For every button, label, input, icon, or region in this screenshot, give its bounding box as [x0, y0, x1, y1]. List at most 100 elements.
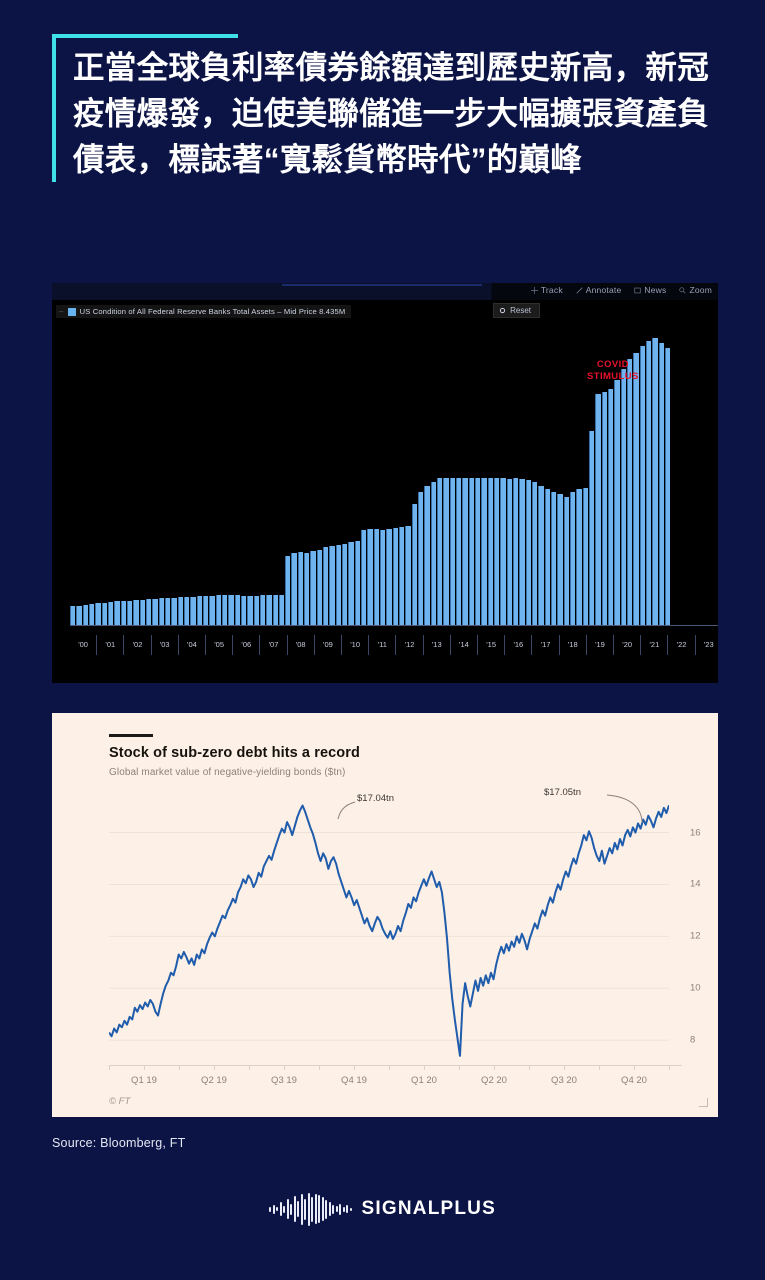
ft-x-tick-label: Q2 19 [201, 1075, 227, 1086]
bar [620, 368, 626, 625]
ft-chart-panel: Stock of sub-zero debt hits a record Glo… [52, 713, 718, 1117]
magnifier-icon [679, 286, 687, 294]
x-tick-label: '22 [667, 635, 694, 655]
crosshair-icon [530, 286, 538, 294]
waveform-bar [349, 1207, 352, 1211]
waveform-bar [335, 1206, 338, 1212]
ft-y-tick-label: 16 [690, 827, 701, 839]
toolbar-button-news[interactable]: News [634, 285, 666, 295]
waveform-bar [272, 1204, 275, 1214]
ft-x-tick-mark [144, 1065, 145, 1070]
ft-y-tick-label: 14 [690, 878, 701, 890]
bar [576, 488, 582, 625]
bar [354, 540, 361, 625]
legend-label: US Condition of All Federal Reserve Bank… [79, 307, 346, 316]
chart-legend[interactable]: – US Condition of All Federal Reserve Ba… [56, 305, 352, 318]
bar [139, 599, 145, 625]
bar [531, 482, 538, 625]
bar [582, 487, 588, 625]
waveform-bar [276, 1207, 279, 1211]
ft-x-tick-label: Q4 19 [341, 1075, 367, 1086]
x-tick-label: '10 [341, 635, 368, 655]
bar [88, 604, 95, 625]
x-tick-label: '21 [640, 635, 667, 655]
bar [329, 545, 335, 625]
bar [475, 478, 481, 625]
bar [335, 544, 342, 625]
bar [399, 526, 405, 625]
bar [158, 598, 164, 625]
waveform-bar [297, 1201, 300, 1217]
x-tick-label: '03 [150, 635, 178, 655]
waveform-bar [332, 1204, 335, 1214]
bar [95, 603, 101, 625]
bar [171, 597, 177, 625]
bar [234, 595, 240, 625]
ft-y-tick-label: 8 [690, 1034, 696, 1046]
brand-name: SIGNALPLUS [361, 1198, 496, 1219]
bar [253, 596, 259, 625]
bar-series [70, 323, 671, 625]
bloomberg-x-axis: '00'01'02'03'04'05'06'07'08'09'10'11'12 '… [70, 635, 718, 655]
bar [563, 496, 569, 625]
bar [152, 598, 158, 625]
x-tick-label: '17 [531, 635, 558, 655]
toolbar-button-annotate[interactable]: Annotate [576, 285, 622, 295]
x-tick-label: '05 [205, 635, 232, 655]
news-icon [634, 287, 642, 293]
ft-x-tick-mark [529, 1065, 530, 1070]
ft-x-tick-mark [494, 1065, 495, 1070]
bar [177, 597, 183, 625]
waveform-bar [286, 1199, 289, 1219]
source-line: Source: Bloomberg, FT [52, 1136, 186, 1150]
bar [202, 595, 209, 625]
reset-button[interactable]: Reset [493, 303, 540, 318]
ft-x-tick-mark [284, 1065, 285, 1070]
ft-corner-mark [699, 1098, 708, 1107]
bar [512, 478, 519, 625]
x-tick-label: '14 [449, 635, 477, 655]
bar [519, 478, 525, 625]
bar [348, 542, 354, 625]
waveform-bar [318, 1195, 321, 1223]
covid-annotation-line2: STIMULUS [587, 371, 639, 382]
bar [443, 477, 449, 625]
x-tick-label: '23 [694, 635, 718, 655]
bar [240, 596, 247, 625]
bar [367, 528, 373, 625]
ft-annotation-right: $17.05tn [544, 787, 581, 798]
bar [645, 341, 652, 625]
toolbar-label-track: Track [540, 285, 563, 295]
bar [82, 604, 88, 625]
bar [323, 546, 329, 625]
toolbar-button-zoom[interactable]: Zoom [679, 285, 712, 295]
headline-top-rule [52, 34, 238, 38]
bar [493, 478, 500, 625]
bar [126, 600, 133, 625]
toolbar-button-track[interactable]: Track [530, 285, 563, 295]
ft-x-tick-mark [459, 1065, 460, 1070]
x-tick-label: '18 [558, 635, 586, 655]
ft-x-tick-mark [634, 1065, 635, 1070]
bar [196, 596, 202, 625]
bar [310, 551, 316, 625]
headline: 正當全球負利率債券餘額達到歷史新高，新冠疫情爆發，迫使美聯儲進一步大幅擴張資產負… [52, 34, 720, 182]
waveform-bar [283, 1205, 286, 1213]
ft-x-tick-mark [669, 1065, 670, 1070]
bar [456, 477, 462, 625]
bloomberg-top-divider [282, 284, 482, 286]
bar [601, 391, 607, 625]
x-tick-label: '04 [177, 635, 205, 655]
bar [652, 338, 658, 625]
waveform-bar [279, 1202, 282, 1216]
bar [550, 492, 557, 625]
x-tick-label: '07 [259, 635, 286, 655]
ft-x-axis-line [109, 1065, 682, 1066]
bloomberg-chart-panel: Track Annotate News Zoom Reset [52, 283, 718, 683]
bar [538, 485, 544, 625]
toolbar-label-zoom: Zoom [689, 285, 712, 295]
bar [626, 359, 633, 625]
x-tick-label: '11 [368, 635, 395, 655]
waveform-bar [339, 1203, 342, 1215]
x-tick-label: '15 [477, 635, 504, 655]
